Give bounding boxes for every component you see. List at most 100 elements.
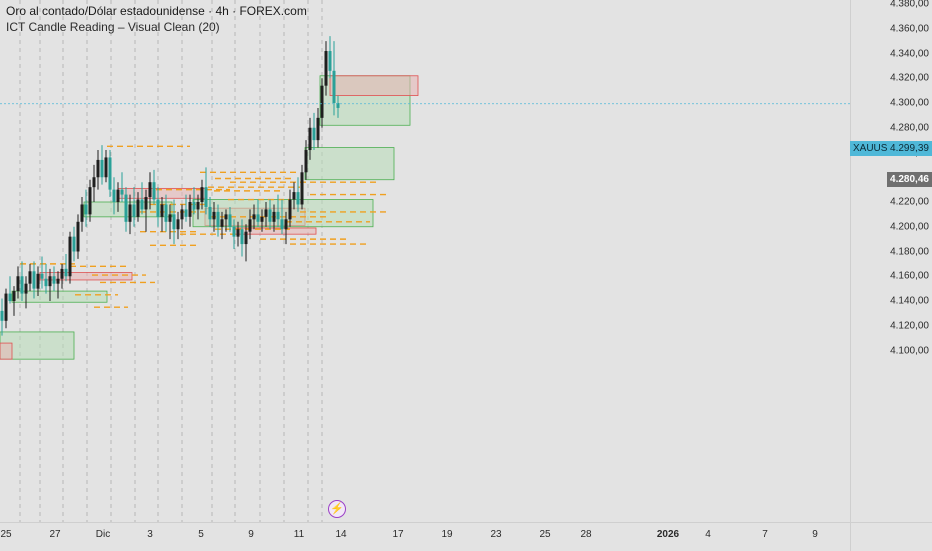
candle-body [164, 204, 168, 222]
candle-body [232, 226, 236, 237]
candle-body [16, 276, 20, 292]
lightning-icon[interactable]: ⚡ [328, 500, 346, 518]
current-price-tag: 4.299,39 [887, 141, 932, 156]
candle-body [8, 293, 12, 301]
time-tick: 14 [335, 529, 347, 540]
price-chart[interactable] [0, 0, 850, 522]
candle-body [284, 219, 288, 230]
candle-body [208, 206, 212, 220]
candle-body [196, 202, 200, 210]
candle-body [200, 187, 204, 202]
time-tick: 27 [49, 529, 61, 540]
price-tick: 4.140,00 [890, 295, 929, 307]
candle-body [228, 214, 232, 227]
candle-body [4, 293, 8, 321]
candle-body [88, 187, 92, 215]
candle-body [140, 199, 144, 210]
candle-body [52, 276, 56, 284]
bearish-zone [329, 75, 419, 96]
price-axis[interactable]: 4.380,00 4.360,00 4.340,00 4.320,00 4.300,00… [850, 0, 932, 522]
candle-body [60, 268, 64, 279]
price-tick: 4.360,00 [890, 23, 929, 35]
candle-body [68, 236, 72, 277]
candle-body [212, 211, 216, 220]
price-tick: 4.380,00 [890, 0, 929, 10]
candle-body [308, 127, 312, 151]
chart-area[interactable]: Oro al contado/Dólar estadounidense · 4h… [0, 0, 850, 522]
candle-body [172, 214, 176, 230]
candle-body [152, 182, 156, 200]
candle-body [132, 204, 136, 217]
price-tick: 4.160,00 [890, 270, 929, 282]
candle-body [244, 231, 248, 245]
candle-body [248, 219, 252, 232]
candle-body [240, 229, 244, 245]
candle-body [204, 187, 208, 207]
candle-body [0, 310, 4, 321]
bullish-zone [11, 290, 108, 303]
price-tick: 4.280,00 [890, 122, 929, 134]
candle-body [56, 278, 60, 284]
candle-body [320, 85, 324, 118]
price-tick: 4.200,00 [890, 221, 929, 233]
price-tick: 4.300,00 [890, 97, 929, 109]
time-tick: 5 [198, 529, 204, 540]
candle-body [336, 103, 340, 108]
candle-body [144, 197, 148, 210]
time-tick: 2026 [656, 529, 680, 540]
candle-body [276, 211, 280, 220]
candle-body [264, 209, 268, 217]
candle-body [96, 159, 100, 178]
candle-body [176, 219, 180, 230]
candle-body [180, 209, 184, 220]
candle-body [128, 204, 132, 222]
indicator-name[interactable]: ICT Candle Reading – Visual Clean (20) [6, 20, 220, 34]
time-tick: 25 [0, 529, 12, 540]
candle-body [20, 276, 24, 294]
time-tick: 9 [248, 529, 254, 540]
candle-body [296, 192, 300, 205]
candle-body [328, 51, 332, 71]
candle-body [168, 214, 172, 222]
candle-body [256, 214, 260, 222]
candle-body [40, 273, 44, 279]
candle-body [268, 209, 272, 222]
candle-body [292, 192, 296, 200]
candle-body [24, 283, 28, 294]
candle-body [84, 204, 88, 215]
candle-body [184, 209, 188, 217]
axis-corner [850, 522, 932, 551]
candle-body [192, 202, 196, 210]
candle-body [116, 189, 120, 202]
candle-body [252, 214, 256, 220]
time-axis[interactable]: 2527Dic35911141719232528202647913 [0, 522, 869, 551]
candle-body [272, 211, 276, 222]
time-tick: 17 [392, 529, 404, 540]
candle-body [76, 221, 80, 252]
bullish-zone [304, 147, 395, 181]
candle-body [148, 182, 152, 198]
candle-body [120, 189, 124, 195]
candle-body [48, 276, 52, 287]
time-tick: 3 [147, 529, 153, 540]
candle-body [304, 150, 308, 173]
candle-body [156, 199, 160, 217]
symbol-tag: XAUUSD [850, 141, 898, 156]
candle-body [80, 204, 84, 222]
time-tick: 23 [490, 529, 502, 540]
candle-body [36, 273, 40, 289]
time-tick: 11 [293, 529, 305, 540]
candle-body [100, 159, 104, 178]
price-tick: 4.340,00 [890, 48, 929, 59]
candle-body [260, 216, 264, 222]
symbol-title[interactable]: Oro al contado/Dólar estadounidense · 4h… [6, 4, 307, 18]
candle-body [112, 189, 116, 202]
candle-body [236, 229, 240, 237]
close-price-tag: 4.280,46 [887, 172, 932, 187]
candle-body [28, 271, 32, 284]
time-tick: 7 [762, 529, 768, 540]
price-tick: 4.180,00 [890, 246, 929, 257]
time-tick: 9 [812, 529, 818, 540]
candle-body [124, 194, 128, 222]
price-tick: 4.220,00 [890, 196, 929, 208]
